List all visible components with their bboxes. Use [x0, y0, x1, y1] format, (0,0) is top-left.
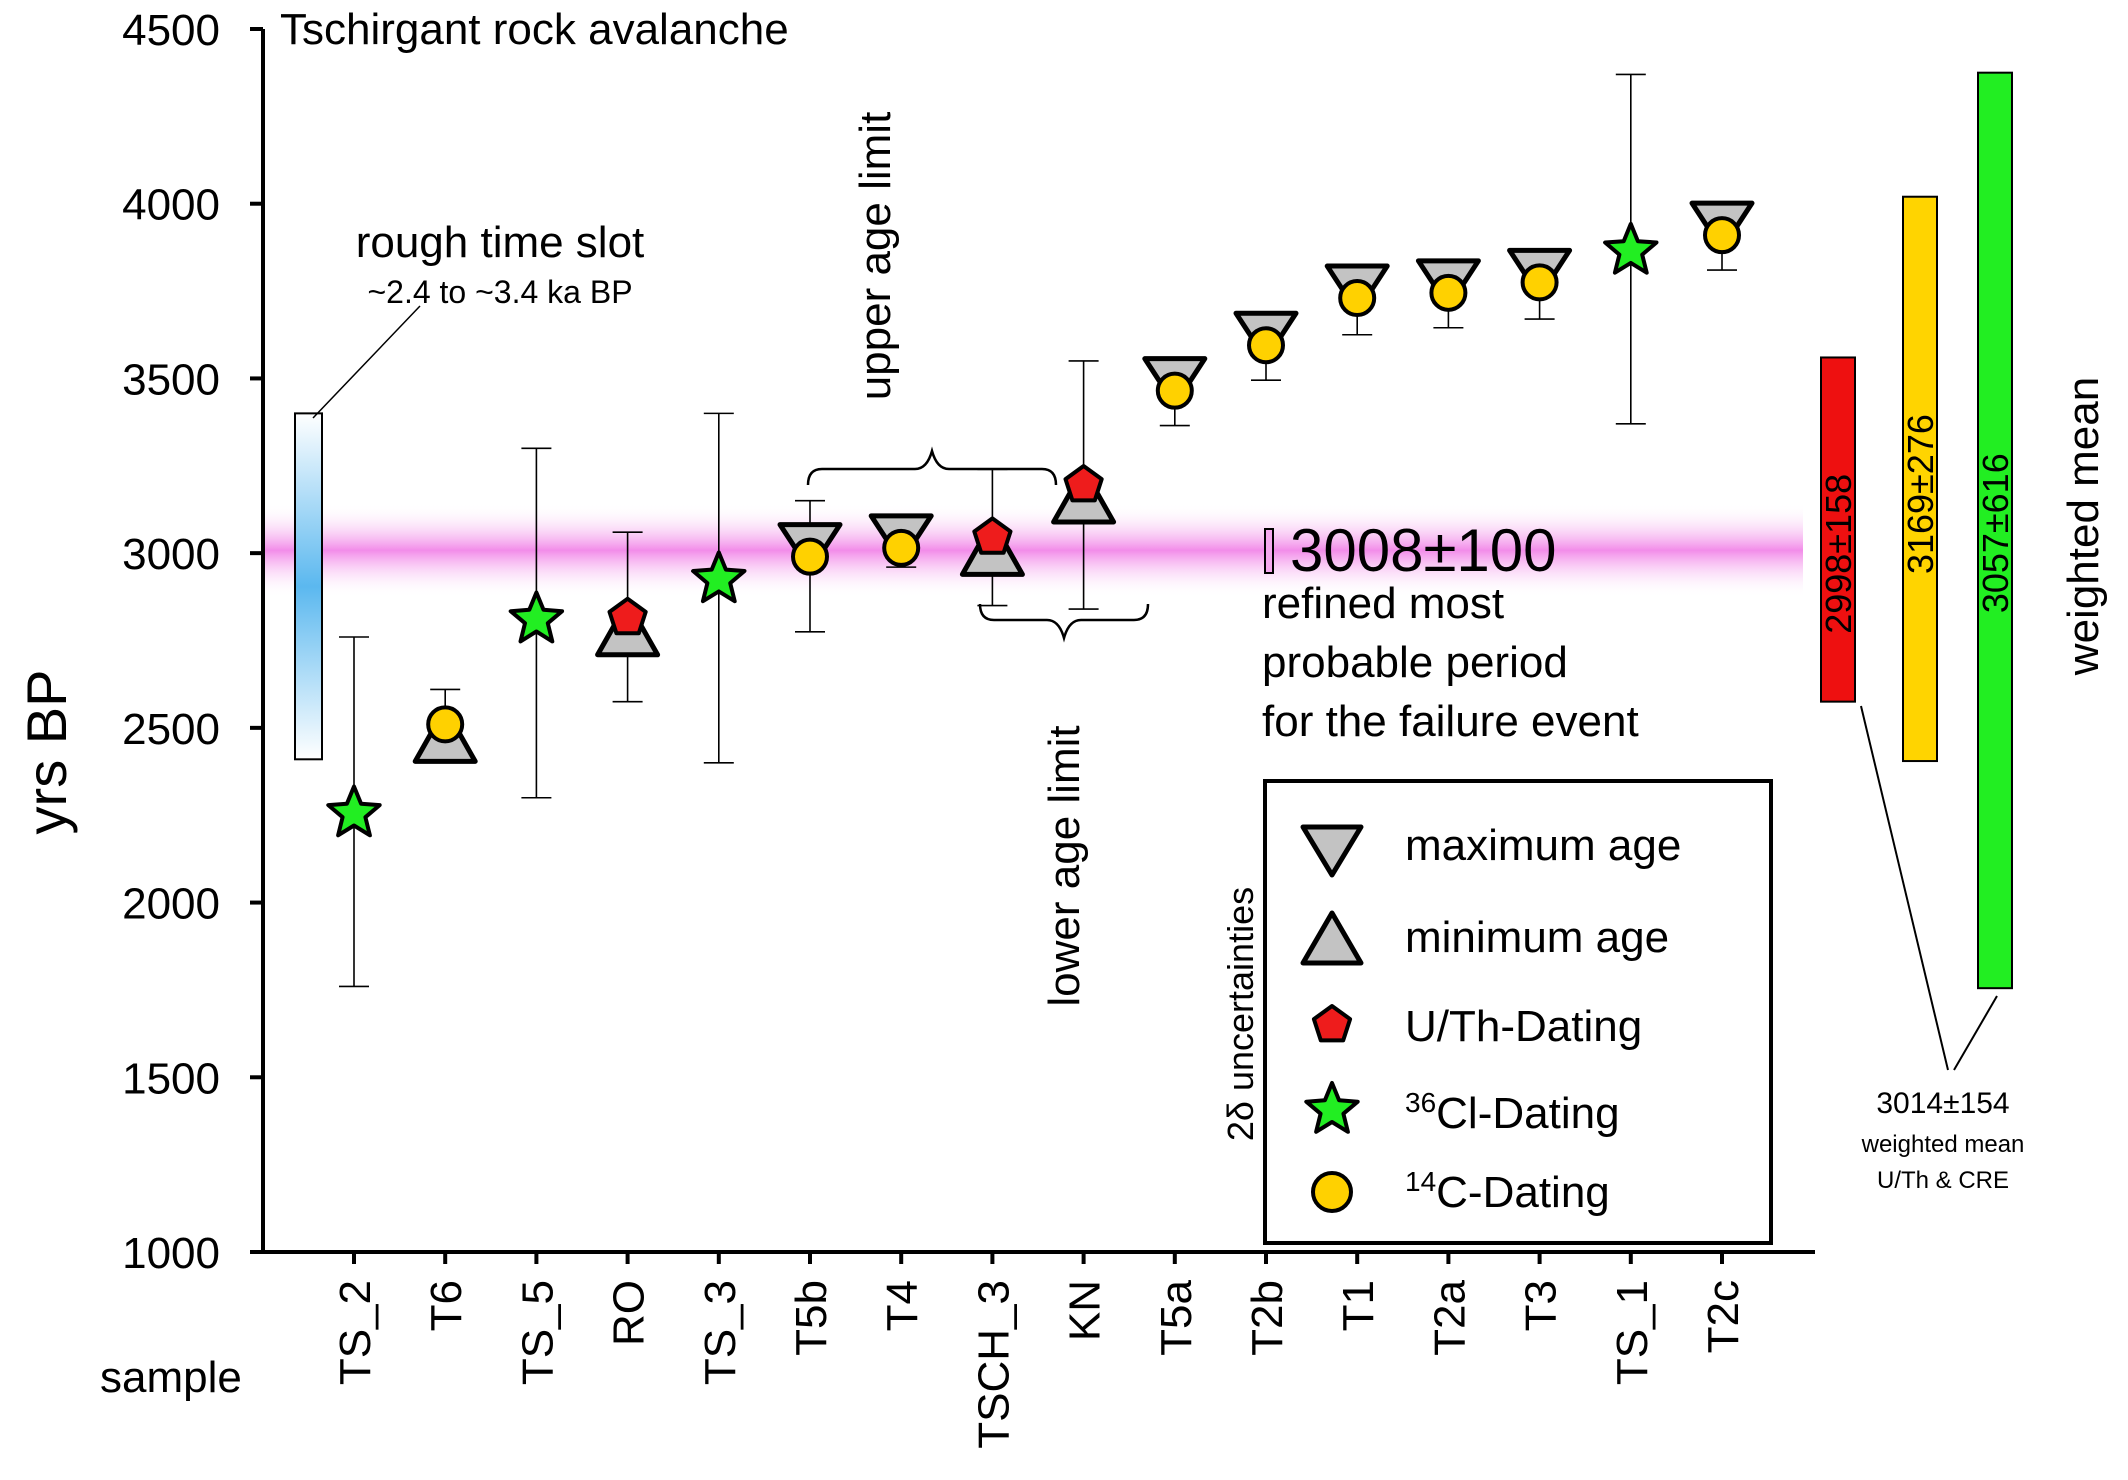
legend-cl36-icon [1304, 1081, 1360, 1134]
c14-marker-t1 [1338, 279, 1377, 318]
combined-weighted-mean-line1: weighted mean [1861, 1131, 2025, 1158]
y-tick-label: 3500 [122, 355, 220, 404]
legend-cl36-superscript: 36 [1405, 1087, 1436, 1118]
uth-marker-tsch-3 [972, 516, 1013, 555]
refined-period-caption-3: for the failure event [1262, 697, 1639, 746]
c14-marker-t3 [1520, 263, 1559, 302]
legend-label-cl36: 36Cl-Dating [1405, 1087, 1620, 1138]
x-tick-label-ts-3: TS_3 [696, 1280, 745, 1385]
weighted-mean-bars: 2998±158 3169±276 3057±616 [1818, 71, 2016, 990]
y-tick-label: 3000 [122, 530, 220, 579]
uth-marker-ro [607, 596, 648, 636]
x-tick-label-t4: T4 [878, 1280, 927, 1331]
legend: maximum age minimum age U/Th-Dating 36Cl… [1263, 779, 1773, 1245]
y-tick-label: 2000 [122, 880, 220, 929]
cl36-marker-ts-5 [508, 590, 565, 644]
x-axis-label: sample [100, 1353, 242, 1402]
refined-period-caption-2: probable period [1262, 638, 1568, 687]
y-tick-label: 4000 [122, 181, 220, 230]
x-axis-ticks: TS_2 T6 TS_5 RO TS_3 T5b T4 TSCH_3 KN T5a T2b T1 T2a… [331, 1252, 1748, 1449]
refined-period-band [263, 503, 1803, 598]
legend-minimum-age-icon [1300, 910, 1364, 966]
legend-uth-icon [1311, 1004, 1353, 1043]
combined-weighted-mean-value: 3014±154 [1876, 1087, 2009, 1120]
x-tick-label-t5b: T5b [787, 1280, 836, 1356]
cl36-marker-ts-1 [1603, 221, 1659, 275]
weighted-mean-title: weighted mean [2059, 377, 2108, 676]
legend-box [1263, 779, 1773, 1245]
uth-marker-kn [1063, 464, 1104, 503]
time-slot-subtitle: ~2.4 to ~3.4 ka BP [367, 274, 632, 310]
x-tick-label-t3: T3 [1517, 1280, 1566, 1331]
x-tick-label-t2c: T2c [1699, 1280, 1748, 1353]
x-tick-label-tsch-3: TSCH_3 [969, 1280, 1018, 1449]
lower-age-limit-label: lower age limit [1040, 725, 1089, 1006]
cl36-marker-ts-2 [326, 784, 382, 838]
time-slot-leader-line [312, 305, 421, 419]
legend-c14-text: C-Dating [1436, 1168, 1610, 1217]
x-tick-label-t2b: T2b [1243, 1280, 1292, 1356]
legend-c14-superscript: 14 [1405, 1166, 1436, 1197]
legend-label-maximum-age: maximum age [1405, 821, 1681, 870]
weighted-mean-label-cre: 3057±616 [1975, 453, 2016, 613]
combined-weighted-mean-line2: U/Th & CRE [1877, 1167, 2009, 1194]
y-tick-label: 4500 [122, 6, 220, 55]
x-tick-label-ro: RO [605, 1280, 654, 1346]
c14-marker-t5b [791, 537, 829, 576]
upper-age-limit-brace [806, 446, 1058, 486]
x-tick-label-t2a: T2a [1425, 1279, 1474, 1355]
x-tick-label-ts-2: TS_2 [331, 1280, 380, 1385]
x-tick-label-t1: T1 [1334, 1280, 1383, 1331]
c14-marker-t2a [1429, 273, 1468, 312]
refined-period-swatch [1264, 528, 1274, 574]
x-tick-label-t5a: T5a [1152, 1279, 1201, 1355]
c14-marker-t2c [1703, 216, 1741, 255]
weighted-mean-bar-c14 [1902, 195, 1938, 763]
weighted-mean-leader-line-2 [1953, 995, 1998, 1071]
legend-label-c14: 14C-Dating [1405, 1166, 1610, 1217]
c14-marker-t4 [882, 528, 921, 567]
legend-label-uth: U/Th-Dating [1405, 1002, 1642, 1051]
refined-period-value: 3008±100 [1290, 517, 1557, 584]
legend-maximum-age-icon [1300, 824, 1364, 878]
x-tick-label-ts-5: TS_5 [513, 1280, 562, 1385]
x-tick-label-ts-1: TS_1 [1608, 1280, 1657, 1385]
uncertainty-note: 2δ uncertainties [1220, 887, 1261, 1141]
time-slot-title: rough time slot [356, 218, 645, 267]
weighted-mean-label-uth: 2998±158 [1818, 474, 1859, 634]
y-tick-label: 2500 [122, 705, 220, 754]
y-axis-ticks: 1000 1500 2000 2500 3000 3500 4000 4500 [122, 6, 263, 1278]
weighted-mean-label-c14: 3169±276 [1900, 414, 1941, 574]
y-tick-label: 1000 [122, 1229, 220, 1278]
data-markers [326, 200, 1755, 838]
legend-cl36-text: Cl-Dating [1436, 1089, 1619, 1138]
c14-marker-t2b [1247, 326, 1285, 365]
rough-time-slot-bar [294, 412, 323, 761]
weighted-mean-leader-line-1 [1860, 705, 1949, 1071]
chart-title: Tschirgant rock avalanche [280, 5, 789, 54]
legend-label-minimum-age: minimum age [1405, 913, 1669, 962]
legend-c14-icon [1311, 1171, 1353, 1213]
x-tick-label-t6: T6 [422, 1280, 471, 1331]
upper-age-limit-label: upper age limit [851, 112, 900, 401]
y-axis-label: yrs BP [15, 670, 78, 835]
x-tick-label-kn: KN [1061, 1280, 1110, 1341]
refined-period-caption-1: refined most [1262, 579, 1504, 628]
c14-marker-t5a [1155, 371, 1194, 410]
c14-marker-t6 [426, 705, 465, 744]
weighted-mean-bar-uth [1820, 356, 1856, 703]
lower-age-limit-brace [978, 603, 1150, 643]
weighted-mean-bar-cre [1977, 71, 2013, 990]
y-tick-label: 1500 [122, 1054, 220, 1103]
cl36-marker-ts-3 [691, 550, 747, 604]
